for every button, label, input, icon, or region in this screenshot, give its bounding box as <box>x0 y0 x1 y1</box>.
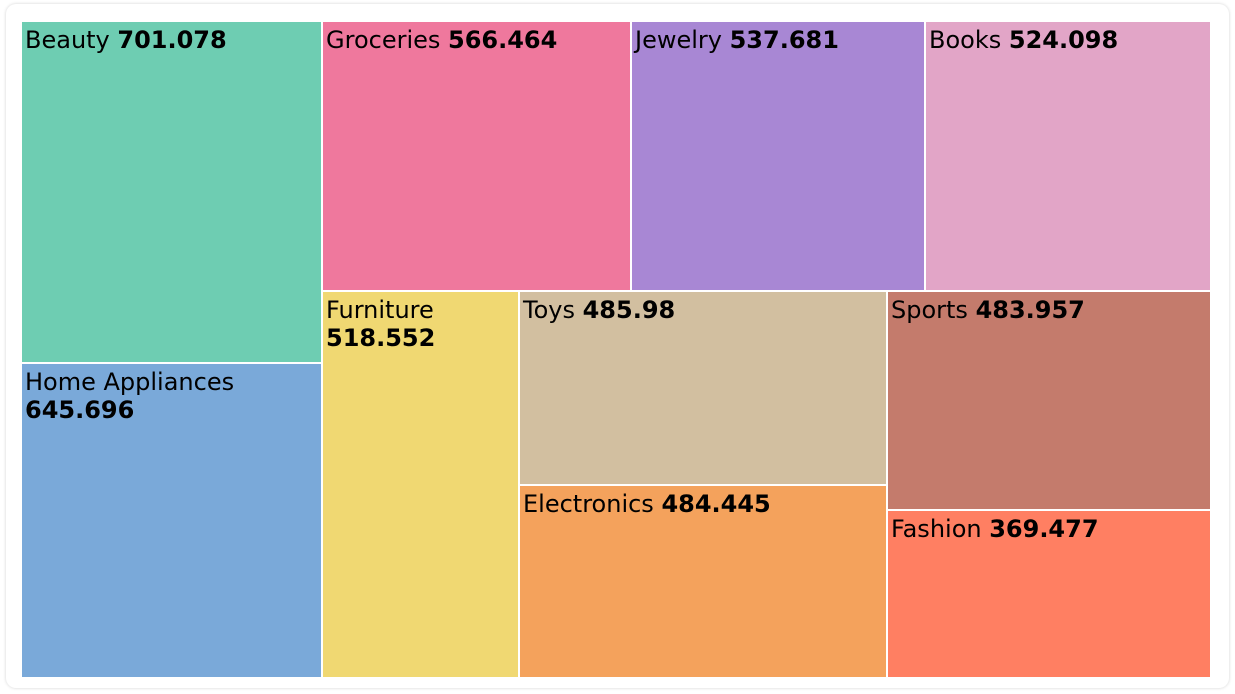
treemap-value-furniture: 518.552 <box>326 324 435 352</box>
treemap-rect-books <box>924 20 1212 292</box>
treemap-value-books: 524.098 <box>1009 26 1118 54</box>
treemap-value-home-appliances: 645.696 <box>25 396 134 424</box>
treemap-value-toys: 485.98 <box>583 296 676 324</box>
treemap-rect-home-appliances <box>20 362 323 679</box>
treemap-label-toys: Toys 485.98 <box>522 296 675 324</box>
treemap-cell-fashion[interactable]: Fashion 369.477 <box>886 509 1212 679</box>
treemap-name-home-appliances: Home Appliances <box>25 368 234 396</box>
treemap-value-jewelry: 537.681 <box>730 26 839 54</box>
treemap-label-books: Books 524.098 <box>929 26 1118 54</box>
treemap-value-fashion: 369.477 <box>989 515 1098 543</box>
treemap-label-fashion: Fashion 369.477 <box>891 515 1099 543</box>
treemap-name-furniture: Furniture <box>326 296 434 324</box>
treemap-cell-furniture[interactable]: Furniture 518.552 <box>321 290 520 679</box>
treemap-cell-electronics[interactable]: Electronics 484.445 <box>518 484 888 679</box>
treemap-name-jewelry: Jewelry <box>633 26 730 54</box>
treemap-cell-groceries[interactable]: Groceries 566.464 <box>321 20 632 292</box>
treemap-label-furniture: Furniture 518.552 <box>326 296 435 352</box>
treemap-cell-home-appliances[interactable]: Home Appliances 645.696 <box>20 362 323 679</box>
treemap-cell-beauty[interactable]: Beauty 701.078 <box>20 20 323 364</box>
treemap-value-groceries: 566.464 <box>448 26 557 54</box>
treemap-name-toys: Toys <box>522 296 583 324</box>
treemap-rect-furniture <box>321 290 520 679</box>
treemap-name-electronics: Electronics <box>523 490 661 518</box>
treemap-cell-books[interactable]: Books 524.098 <box>924 20 1212 292</box>
treemap-cell-sports[interactable]: Sports 483.957 <box>886 290 1212 511</box>
treemap-name-groceries: Groceries <box>326 26 448 54</box>
treemap-label-beauty: Beauty 701.078 <box>25 26 227 54</box>
treemap-rect-groceries <box>321 20 632 292</box>
treemap-rect-beauty <box>20 20 323 364</box>
treemap-value-beauty: 701.078 <box>117 26 226 54</box>
treemap-cell-jewelry[interactable]: Jewelry 537.681 <box>630 20 926 292</box>
treemap-value-sports: 483.957 <box>976 296 1085 324</box>
treemap-name-fashion: Fashion <box>891 515 989 543</box>
treemap-label-electronics: Electronics 484.445 <box>523 490 771 518</box>
treemap-rect-fashion <box>886 509 1212 679</box>
treemap-rect-jewelry <box>630 20 926 292</box>
treemap-label-home-appliances: Home Appliances 645.696 <box>25 368 234 424</box>
treemap-label-jewelry: Jewelry 537.681 <box>633 26 839 54</box>
treemap-rect-electronics <box>518 484 888 679</box>
treemap-label-sports: Sports 483.957 <box>891 296 1085 324</box>
treemap-name-books: Books <box>929 26 1009 54</box>
treemap-label-groceries: Groceries 566.464 <box>326 26 557 54</box>
treemap-name-sports: Sports <box>891 296 976 324</box>
treemap-cell-toys[interactable]: Toys 485.98 <box>518 290 888 486</box>
treemap-value-electronics: 484.445 <box>661 490 770 518</box>
treemap-name-beauty: Beauty <box>25 26 117 54</box>
